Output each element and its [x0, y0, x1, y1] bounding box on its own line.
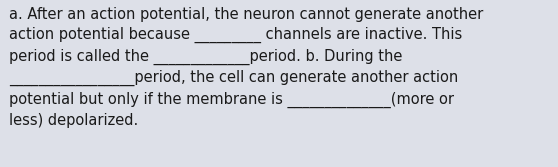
Text: a. After an action potential, the neuron cannot generate another
action potentia: a. After an action potential, the neuron… — [9, 7, 483, 128]
